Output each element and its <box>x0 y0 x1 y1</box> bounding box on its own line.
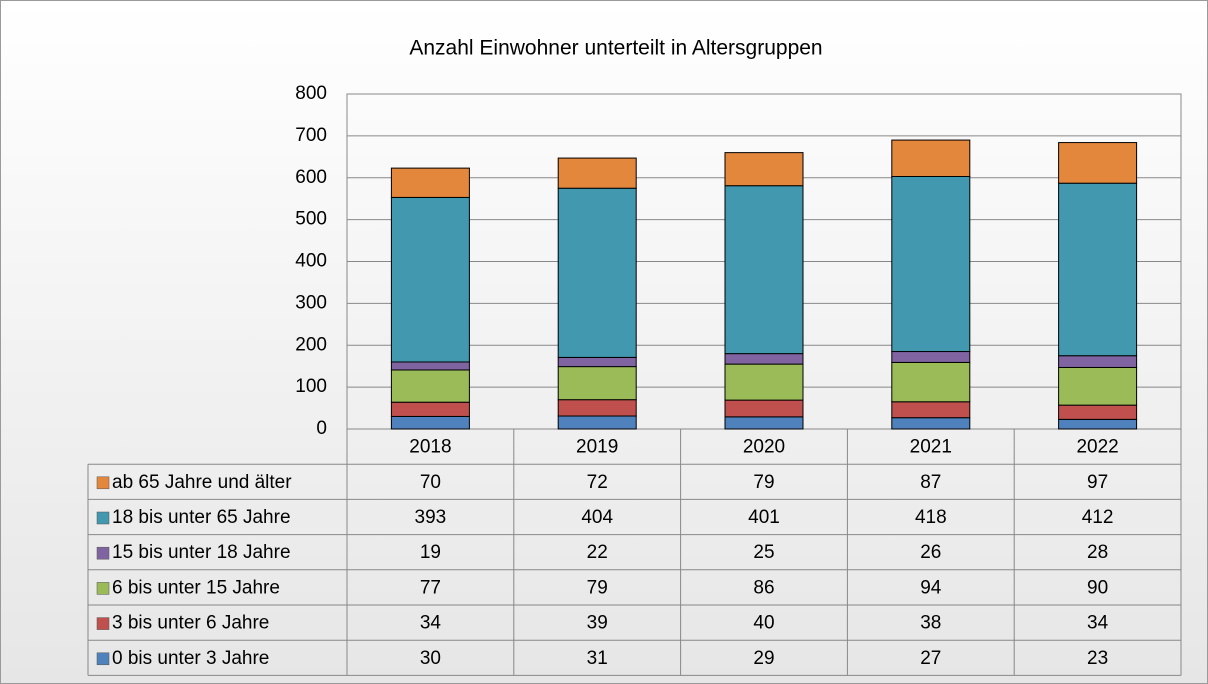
legend-key <box>96 652 110 666</box>
bar-segment <box>891 175 971 353</box>
bar-segment <box>557 415 637 430</box>
table-value: 94 <box>920 577 942 598</box>
table-value: 38 <box>920 613 941 634</box>
bar-segment <box>1058 355 1138 368</box>
bar-segment <box>891 361 971 403</box>
bar-segment <box>724 185 804 355</box>
legend-label: 15 bis unter 18 Jahre <box>112 542 291 563</box>
table-value: 25 <box>753 542 774 563</box>
y-tick-label: 200 <box>295 334 327 355</box>
table-value: 404 <box>581 507 613 528</box>
y-tick-label: 300 <box>295 292 327 313</box>
bar-segment <box>891 139 971 177</box>
table-value: 28 <box>1087 542 1108 563</box>
x-tick-label: 2018 <box>409 437 451 458</box>
table-value: 30 <box>420 648 441 669</box>
x-tick-label: 2020 <box>743 437 785 458</box>
table-value: 22 <box>587 542 608 563</box>
legend-key <box>96 582 110 595</box>
table-value: 87 <box>920 472 941 493</box>
bar-segment <box>891 351 971 363</box>
table-value: 70 <box>420 472 441 493</box>
bar-segment <box>557 399 637 417</box>
table-value: 34 <box>1087 613 1109 634</box>
bar-segment <box>891 401 971 419</box>
legend-label: 0 bis unter 3 Jahre <box>112 648 269 669</box>
table-value: 19 <box>420 542 441 563</box>
bar-segment <box>390 415 470 430</box>
table-value: 86 <box>753 577 774 598</box>
bar-segment <box>724 353 804 365</box>
bar-segment <box>724 416 804 430</box>
table-value: 40 <box>753 613 774 634</box>
table-value: 34 <box>420 613 442 634</box>
table-value: 412 <box>1082 507 1114 528</box>
table-value: 77 <box>420 577 441 598</box>
legend-key <box>96 511 110 525</box>
bar-segment <box>557 356 637 368</box>
table-value: 97 <box>1087 472 1108 493</box>
table-value: 39 <box>587 613 608 634</box>
table-value: 29 <box>753 648 774 669</box>
table-value: 31 <box>587 648 608 669</box>
table-value: 90 <box>1087 577 1108 598</box>
bar-segment <box>557 366 637 401</box>
legend-label: 3 bis unter 6 Jahre <box>112 613 269 634</box>
table-value: 418 <box>915 507 947 528</box>
y-tick-label: 400 <box>295 251 327 272</box>
legend-label: ab 65 Jahre und älter <box>112 472 292 493</box>
bar-segment <box>1058 182 1138 357</box>
bar-segment <box>1058 142 1138 184</box>
legend-key <box>96 476 110 490</box>
table-value: 79 <box>587 577 608 598</box>
bar-segment <box>557 187 637 358</box>
bar-segment <box>724 399 804 418</box>
chart-title: Anzahl Einwohner unterteilt in Altersgru… <box>409 37 822 60</box>
bar-segment <box>390 167 470 198</box>
bar-segment <box>390 401 470 417</box>
table-value: 393 <box>415 507 447 528</box>
y-tick-label: 800 <box>295 83 327 104</box>
y-tick-label: 700 <box>295 125 327 146</box>
table-value: 26 <box>920 542 941 563</box>
table-value: 401 <box>748 507 780 528</box>
bar-segment <box>1058 404 1138 420</box>
bar-segment <box>724 363 804 401</box>
bar-segment <box>390 369 470 403</box>
y-tick-label: 600 <box>295 167 327 188</box>
table-value: 27 <box>920 648 941 669</box>
table-value: 72 <box>587 472 608 493</box>
bar-segment <box>390 196 470 363</box>
bar-segment <box>1058 366 1138 406</box>
x-tick-label: 2022 <box>1076 437 1118 458</box>
bar-segment <box>1058 418 1138 430</box>
table-value: 79 <box>753 472 774 493</box>
x-tick-label: 2021 <box>910 437 952 458</box>
bar-segment <box>724 152 804 187</box>
bar-segment <box>557 157 637 189</box>
bar-segment <box>891 417 971 430</box>
y-tick-label: 100 <box>295 376 327 397</box>
table-value: 23 <box>1087 648 1108 669</box>
x-tick-label: 2019 <box>576 437 618 458</box>
legend-label: 18 bis unter 65 Jahre <box>112 507 291 528</box>
legend-key <box>96 617 110 630</box>
y-tick-label: 0 <box>316 418 327 439</box>
legend-label: 6 bis unter 15 Jahre <box>112 577 280 598</box>
legend-key <box>96 546 110 560</box>
y-tick-label: 500 <box>295 209 327 230</box>
bar-segment <box>390 361 470 371</box>
